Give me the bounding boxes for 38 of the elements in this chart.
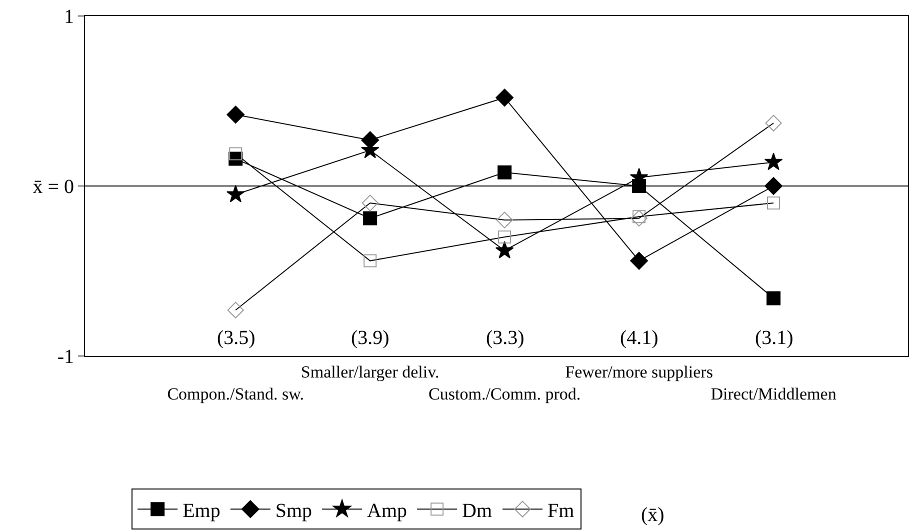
point [496,88,514,107]
x-tick-label: Fewer/more suppliers [565,362,713,382]
x-tick-label: Compon./Stand. sw. [167,384,304,404]
point [764,152,783,170]
point [765,114,782,132]
point [495,241,514,258]
x-tick-label: Smaller/larger deliv. [300,362,440,382]
legend-label: Dm [462,500,492,522]
x-tick-label: Custom./Comm. prod. [428,384,581,404]
point [498,230,512,244]
legend-label: Smp [275,500,312,522]
point [630,252,648,270]
y-tick-label: x̄ = 0 [32,176,74,198]
annotation: (3.9) [351,327,390,349]
y-tick-label: -1 [57,346,74,368]
point [767,196,780,210]
y-tick-label: 1 [64,6,74,28]
legend-label: Emp [182,500,220,522]
x-tick-label: Direct/Middlemen [710,384,837,404]
legend-label: Fm [548,500,575,522]
annotation: (3.1) [755,327,794,349]
point [764,177,782,195]
point [226,184,245,202]
point [229,147,242,160]
point [362,194,378,212]
point [630,210,648,227]
point [227,302,244,318]
point [766,291,781,306]
annotation: (3.3) [486,327,524,349]
point [226,106,245,124]
point [498,165,512,180]
annotation: (4.1) [620,327,658,349]
point [364,254,377,268]
annotation: (3.5) [217,327,256,349]
point [363,211,378,226]
legend-label: Amp [367,500,408,522]
point [496,212,513,228]
text: (x̄) [641,504,664,526]
